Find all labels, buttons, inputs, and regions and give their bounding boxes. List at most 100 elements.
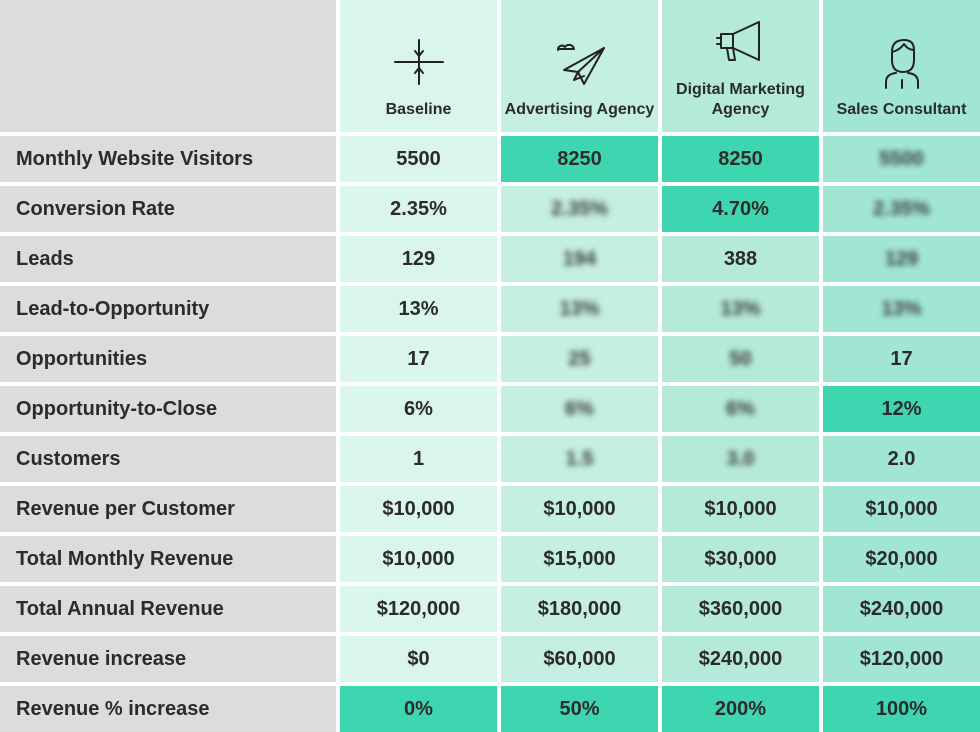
table-cell: 2.35% — [823, 186, 980, 232]
table-cell: 1 — [340, 436, 497, 482]
crosshair-icon — [393, 39, 444, 85]
table-cell: 17 — [340, 336, 497, 382]
blurred-value: 129 — [884, 247, 919, 270]
table-cell: 5500 — [823, 136, 980, 182]
table-cell: $20,000 — [823, 536, 980, 582]
cell-value: $0 — [407, 647, 430, 670]
blurred-value: 25 — [568, 347, 591, 370]
column-header-advertising-agency: Advertising Agency — [501, 0, 658, 132]
cell-value: 100% — [875, 697, 928, 720]
table-cell: 388 — [662, 236, 819, 282]
table-cell: 2.35% — [340, 186, 497, 232]
cell-value: $10,000 — [543, 497, 616, 520]
table-cell: 50% — [501, 686, 658, 732]
cell-value: $120,000 — [859, 647, 944, 670]
cell-value: 0% — [404, 697, 433, 720]
cell-value: 6% — [404, 397, 433, 420]
cell-value: 2.35% — [390, 197, 447, 220]
blurred-value: 6% — [726, 397, 755, 420]
cell-value: 13% — [398, 297, 439, 320]
table-cell: 6% — [662, 386, 819, 432]
column-header-label: Baseline — [385, 101, 452, 118]
table-cell: $120,000 — [823, 636, 980, 682]
row-label: Opportunities — [0, 336, 336, 382]
cell-value: $10,000 — [382, 547, 455, 570]
table-cell: 13% — [340, 286, 497, 332]
blurred-value: 13% — [881, 297, 922, 320]
cell-value: $30,000 — [704, 547, 777, 570]
blurred-value: 13% — [559, 297, 600, 320]
person-icon — [884, 39, 919, 89]
table-cell: 6% — [501, 386, 658, 432]
table-cell: 0% — [340, 686, 497, 732]
blurred-value: 50 — [729, 347, 752, 370]
column-header-label: Digital Marketing Agency — [676, 81, 805, 118]
table-cell: $10,000 — [340, 536, 497, 582]
table-cell: $60,000 — [501, 636, 658, 682]
cell-value: $240,000 — [698, 647, 783, 670]
cell-value: 5500 — [396, 147, 441, 170]
cell-value: 2.0 — [887, 447, 916, 470]
cell-value: $180,000 — [537, 597, 622, 620]
table-cell: $10,000 — [501, 486, 658, 532]
table-cell: 13% — [662, 286, 819, 332]
cell-value: 200% — [714, 697, 767, 720]
table-cell: $120,000 — [340, 586, 497, 632]
column-header-sales-consultant: Sales Consultant — [823, 0, 980, 132]
cell-value: 8250 — [557, 147, 602, 170]
table-cell: 129 — [823, 236, 980, 282]
table-cell: 12% — [823, 386, 980, 432]
row-label: Monthly Website Visitors — [0, 136, 336, 182]
table-cell: 129 — [340, 236, 497, 282]
row-label: Opportunity-to-Close — [0, 386, 336, 432]
row-label: Revenue % increase — [0, 686, 336, 732]
table-cell: 50 — [662, 336, 819, 382]
table-cell: 25 — [501, 336, 658, 382]
cell-value: 17 — [407, 347, 430, 370]
cell-value: 388 — [723, 247, 758, 270]
table-cell: 100% — [823, 686, 980, 732]
cell-value: $20,000 — [865, 547, 938, 570]
row-label: Total Monthly Revenue — [0, 536, 336, 582]
table-cell: 13% — [501, 286, 658, 332]
column-header-label: Advertising Agency — [504, 101, 655, 118]
cell-value: $360,000 — [698, 597, 783, 620]
table-cell: 17 — [823, 336, 980, 382]
table-cell: $10,000 — [823, 486, 980, 532]
column-header-baseline: Baseline — [340, 0, 497, 132]
megaphone-icon — [715, 21, 760, 61]
cell-value: $10,000 — [382, 497, 455, 520]
table-cell: $240,000 — [662, 636, 819, 682]
table-cell: $10,000 — [662, 486, 819, 532]
table-cell: 5500 — [340, 136, 497, 182]
cell-value: 50% — [559, 697, 600, 720]
cell-value: $60,000 — [543, 647, 616, 670]
cell-value: $240,000 — [859, 597, 944, 620]
row-label: Conversion Rate — [0, 186, 336, 232]
blurred-value: 6% — [565, 397, 594, 420]
row-label: Revenue increase — [0, 636, 336, 682]
cell-value: 8250 — [718, 147, 763, 170]
column-header-label: Sales Consultant — [836, 101, 967, 118]
table-cell: 200% — [662, 686, 819, 732]
table-cell: 13% — [823, 286, 980, 332]
row-label: Customers — [0, 436, 336, 482]
blurred-value: 1.5 — [565, 447, 594, 470]
table-cell: $180,000 — [501, 586, 658, 632]
table-cell: $360,000 — [662, 586, 819, 632]
blurred-value: 5500 — [879, 147, 924, 170]
table-cell: 4.70% — [662, 186, 819, 232]
cell-value: 17 — [890, 347, 913, 370]
row-label: Total Annual Revenue — [0, 586, 336, 632]
table-cell: 3.0 — [662, 436, 819, 482]
row-label: Revenue per Customer — [0, 486, 336, 532]
table-cell: $30,000 — [662, 536, 819, 582]
cell-value: $120,000 — [376, 597, 461, 620]
cell-value: 4.70% — [712, 197, 769, 220]
blurred-value: 13% — [720, 297, 761, 320]
table-cell: $15,000 — [501, 536, 658, 582]
column-header-digital-marketing-agency: Digital Marketing Agency — [662, 0, 819, 132]
cell-value: 12% — [881, 397, 922, 420]
cell-value: $10,000 — [865, 497, 938, 520]
